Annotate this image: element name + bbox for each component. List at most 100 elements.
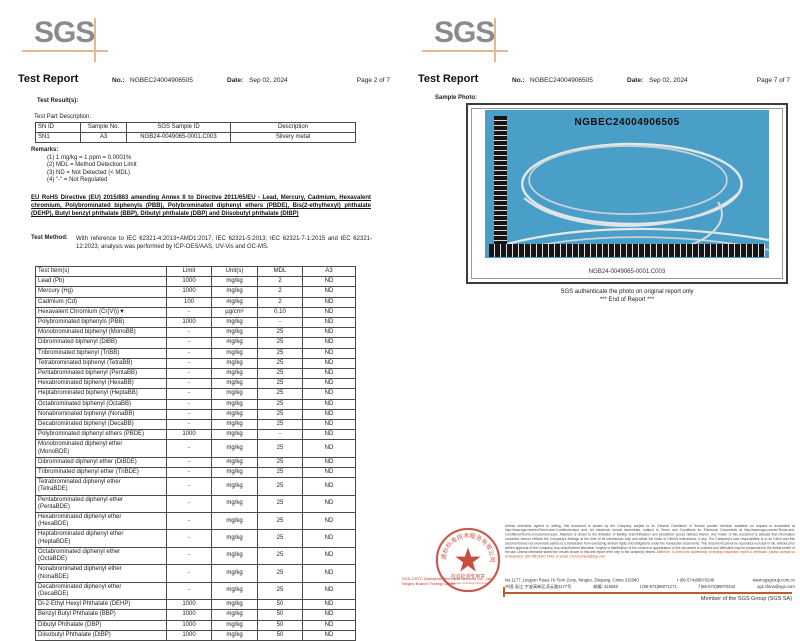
table-cell: 25 [257,456,303,469]
table-cell: ND [302,439,356,458]
table-cell: NGB24-0049065-0001.C003 [126,132,231,144]
table-cell: Hexabrominated biphenyl (HexaBB) [35,378,167,390]
table-cell: - [166,529,212,548]
disclaimer-text: Unless otherwise agreed in writing, this… [505,524,795,555]
table-cell: mg/kg [211,477,258,496]
report-no-label: No.: [512,77,525,84]
table-cell: mg/kg [211,419,258,431]
table-cell: mg/kg [211,276,258,288]
table-cell: ND [302,494,356,514]
table-cell: ND [302,398,356,410]
table-cell: SN1 [35,132,81,144]
email: sgs.china@sgs.com [757,585,795,590]
postal-cn: 邮编: 315040 [593,585,618,590]
wire-coil-illustration [492,142,769,256]
table-row: Pentabrominated diphenyl ether (PentaBDE… [35,494,356,514]
table-cell: 100 [166,296,212,308]
report-no-label: No.: [112,77,125,84]
table-cell: mg/kg [211,456,258,469]
table-cell: mg/kg [211,296,258,308]
table-cell: 25 [257,529,303,548]
table-row: Monobrominated diphenyl ether (MonoBDE) -… [35,439,356,458]
table-cell: Mercury (Hg) [35,286,167,298]
table-cell: ND [302,477,356,496]
table-cell: Diisobutyl Phthalate (DIBP) [35,629,167,641]
table-cell: mg/kg [211,467,258,479]
table-cell: 2 [257,296,303,308]
table-row: Tribrominated biphenyl (TriBB) - mg/kg 25 ND [35,347,356,359]
table-cell: ND [302,609,356,621]
logo-horizontal-line [22,50,108,52]
table-cell: Hexabrominated diphenyl ether (HexaBDE) [35,512,167,531]
table-cell: 1000 [166,276,212,288]
table-cell: Dibrominated diphenyl ether (DiBDE) [35,456,167,469]
table-cell: 25 [257,512,303,531]
stamp-star-icon [455,547,481,572]
table-cell: Heptabrominated biphenyl (HeptaBB) [35,388,167,400]
table-row: Octabrominated biphenyl (OctaBB) - mg/kg 25… [35,398,356,410]
sgs-logo: SGS [22,14,108,62]
table-cell: ND [302,357,356,370]
table-cell: ND [302,306,356,319]
list-item: (1) 1 mg/kg = 1 ppm = 0.0001% [47,154,132,161]
sgs-logo-text: SGS [434,16,495,49]
table-cell: 25 [257,564,303,583]
table-cell: 25 [257,337,303,349]
table-cell: 25 [257,357,303,370]
photo-authentication-block: SGS authenticate the photo on original r… [466,288,788,304]
date-label: Date: [627,77,644,84]
photo-caption: NGB24-0049065-0001.C003 [588,269,666,275]
table-cell: Polybrominated biphenyls (PBB) [35,317,167,329]
table-cell: ND [302,419,356,431]
footer-divider-tick [503,587,505,597]
table-cell: 25 [257,581,303,601]
table-row: Heptabrominated biphenyl (HeptaBB) - mg/kg… [35,388,356,400]
footer-address-block: No.1177, Lingyun Road, Hi-Tech Zone, Nin… [505,578,795,591]
table-row: Dibrominated biphenyl (DiBB) - mg/kg 25 ND [35,337,356,349]
column-header: SGS Sample ID [126,121,231,134]
table-cell: Decabrominated biphenyl (DecaBB) [35,419,167,431]
table-cell: Hexavalent Chromium (Cr(VI))▼ [35,306,167,319]
photo-sample-id: NGBEC24004906505 [574,117,680,128]
sgs-logo-text: SGS [34,16,95,49]
table-cell: Pentabrominated biphenyl (PentaBB) [35,368,167,380]
table-cell: Tribrominated diphenyl ether (TriBDE) [35,467,167,479]
fax-en: f (86-574)89070249 [677,578,715,583]
table-cell: ND [302,296,356,308]
table-cell: mg/kg [211,429,258,441]
table-cell: - [166,456,212,469]
table-cell: 0.10 [257,306,303,319]
table-cell: - [166,357,212,370]
table-cell: mg/kg [211,398,258,410]
results-table-head: Test Item(s) Limit Unit(s) MDL A3 [35,265,356,278]
column-header: Unit(s) [211,265,258,278]
table-cell: 25 [257,327,303,339]
table-cell: - [166,378,212,390]
attention-text: Attention: To check the authenticity of … [505,550,795,559]
results-table-body: Lead (Pb) 1000 mg/kg 2 ND Mercury (Hg) 1000 mg/… [35,276,356,641]
table-header-row: SN ID Sample No. SGS Sample ID Description [35,121,356,134]
company-red-line2: Ningbo Branch Testing Center [402,581,456,586]
table-cell: ND [302,388,356,400]
company-red-line1: SGS-CSTC Standards Technical Services Co… [402,576,493,581]
table-cell: 25 [257,546,303,566]
table-cell: - [166,398,212,410]
table-cell: 25 [257,347,303,359]
table-cell: mg/kg [211,564,258,583]
remarks-block: Remarks: (1) 1 mg/kg = 1 ppm = 0.0001% (2… [31,147,137,185]
table-cell: ND [302,429,356,441]
table-cell: - [166,337,212,349]
member-line: Member of the SGS Group (SGS SA) [700,596,792,602]
table-cell: Monobrominated biphenyl (MonoBB) [35,327,167,339]
table-cell: - [166,477,212,496]
table-row: Polybrominated biphenyls (PBB) 1000 mg/kg -… [35,317,356,329]
table-cell: ND [302,286,356,298]
page-number: Page 7 of 7 [756,77,790,84]
footer-divider-line [504,592,792,594]
table-row: Dibrominated diphenyl ether (DiBDE) - mg/k… [35,456,356,469]
table-row: Hexabrominated diphenyl ether (HexaBDE) -… [35,512,356,531]
column-header: SN ID [35,121,81,134]
part-description-label: Test Part Description: [34,114,92,120]
table-cell: Decabrominated diphenyl ether (DecaBDE) [35,581,167,601]
table-cell: Polybrominated diphenyl ethers (PBDE) [35,429,167,441]
